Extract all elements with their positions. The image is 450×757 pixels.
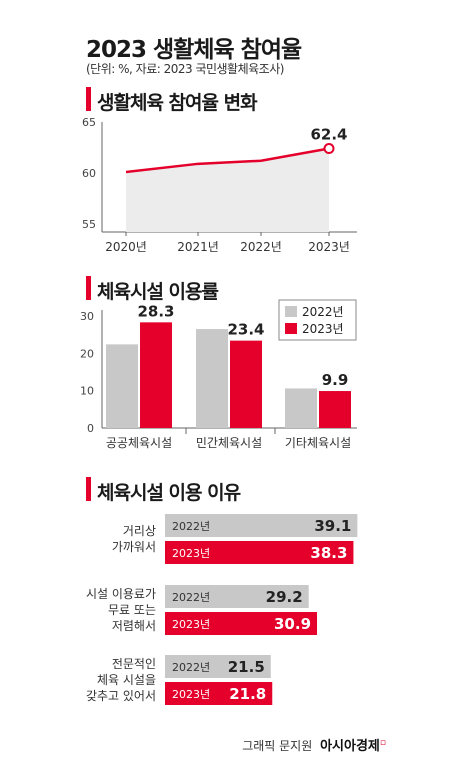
legend-label: 2022년 bbox=[302, 305, 344, 319]
data-label: 21.5 bbox=[228, 658, 265, 676]
x-tick-label: 2020년 bbox=[105, 240, 147, 254]
data-label: 29.2 bbox=[266, 588, 303, 606]
bar-2022 bbox=[196, 329, 228, 428]
legend-label: 2023년 bbox=[302, 322, 344, 336]
page-subtitle: (단위: %, 자료: 2023 국민생활체육조사) bbox=[86, 62, 284, 76]
y-tick-label: 30 bbox=[80, 310, 94, 323]
bar-2023 bbox=[165, 541, 354, 564]
bar-2022 bbox=[165, 585, 309, 608]
y-tick-label: 65 bbox=[82, 116, 96, 129]
x-tick-label: 공공체육시설 bbox=[106, 436, 172, 450]
x-tick-label: 기타체육시설 bbox=[285, 436, 351, 450]
series-label: 2023년 bbox=[172, 688, 210, 701]
category-label: 갖추고 있어서 bbox=[86, 689, 156, 703]
bar-2022 bbox=[165, 655, 271, 678]
bar-2023 bbox=[319, 391, 351, 428]
category-label: 거리상 bbox=[123, 524, 156, 538]
x-tick-label: 2021년 bbox=[177, 240, 219, 254]
y-tick-label: 55 bbox=[82, 218, 96, 231]
series-label: 2022년 bbox=[172, 661, 210, 674]
category-label: 저렴해서 bbox=[112, 619, 156, 633]
section-marker bbox=[86, 276, 91, 300]
bar-2022 bbox=[165, 514, 358, 537]
section-marker bbox=[86, 477, 91, 501]
series-line bbox=[125, 147, 330, 174]
section-title-participation: 생활체육 참여율 변화 bbox=[97, 92, 258, 114]
category-label: 무료 또는 bbox=[108, 603, 156, 617]
footer-credit: 그래픽 문지원 아시아경제▫ bbox=[242, 735, 386, 754]
section-title-facility-reason: 체육시설 이용 이유 bbox=[97, 482, 241, 504]
footer-brand: 아시아경제 bbox=[320, 739, 380, 754]
y-tick-label: 0 bbox=[87, 422, 94, 435]
y-tick-label: 60 bbox=[82, 167, 96, 180]
section-title-facility-usage: 체육시설 이용률 bbox=[97, 281, 219, 303]
footer-credit-text: 그래픽 문지원 bbox=[242, 739, 313, 753]
legend-swatch bbox=[285, 306, 297, 317]
data-point bbox=[323, 143, 335, 155]
bar-2023 bbox=[140, 322, 172, 428]
legend-swatch bbox=[285, 323, 297, 334]
bar-2023 bbox=[165, 682, 273, 705]
series-label: 2022년 bbox=[172, 520, 210, 533]
data-label: 23.4 bbox=[227, 321, 264, 339]
bar-2023 bbox=[165, 612, 318, 635]
bar-2022 bbox=[285, 388, 317, 428]
page-title: 2023 생활체육 참여율 bbox=[86, 37, 302, 63]
series-label: 2023년 bbox=[172, 547, 210, 560]
y-tick-label: 20 bbox=[80, 347, 94, 360]
data-label: 21.8 bbox=[229, 685, 266, 703]
y-tick-label: 10 bbox=[80, 385, 94, 398]
data-label: 62.4 bbox=[310, 126, 347, 144]
x-tick-label: 2022년 bbox=[240, 240, 282, 254]
category-label: 체육 시설을 bbox=[97, 673, 156, 687]
bar-2023 bbox=[230, 340, 262, 428]
series-label: 2023년 bbox=[172, 618, 210, 631]
brand-logo-icon: ▫ bbox=[379, 738, 386, 748]
data-label: 30.9 bbox=[274, 615, 311, 633]
area-fill bbox=[126, 148, 329, 232]
data-label: 28.3 bbox=[137, 302, 174, 320]
data-label: 38.3 bbox=[310, 544, 347, 562]
x-tick-label: 2023년 bbox=[308, 240, 350, 254]
bar-2022 bbox=[106, 344, 138, 428]
category-label: 가까워서 bbox=[112, 540, 156, 554]
data-label: 39.1 bbox=[314, 517, 351, 535]
x-tick-label: 민간체육시설 bbox=[196, 436, 262, 450]
series-label: 2022년 bbox=[172, 591, 210, 604]
category-label: 시설 이용료가 bbox=[86, 587, 156, 601]
section-marker bbox=[86, 87, 91, 111]
data-label: 9.9 bbox=[322, 371, 349, 389]
category-label: 전문적인 bbox=[112, 657, 156, 671]
